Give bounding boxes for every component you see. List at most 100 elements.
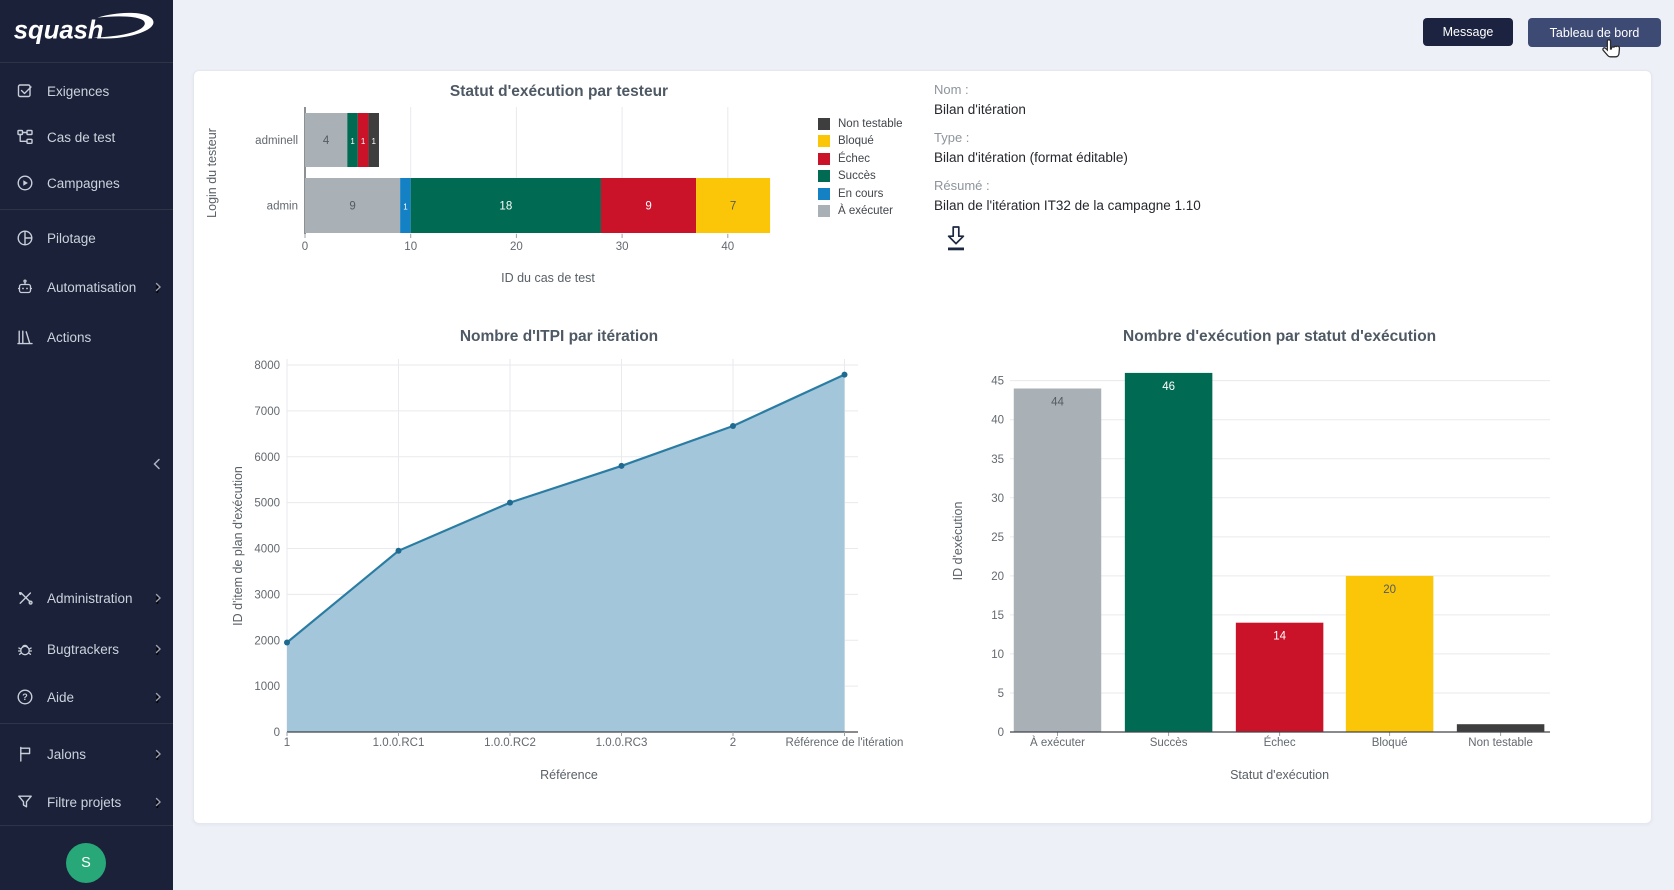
bar-segment-value: 9	[645, 201, 651, 213]
sidebar-divider	[0, 209, 173, 210]
x-axis-label: ID du cas de test	[501, 271, 595, 285]
sidebar-item-pilotage[interactable]: Pilotage	[0, 225, 173, 251]
user-avatar[interactable]: S	[66, 843, 106, 883]
y-tick-label: 25	[991, 532, 1004, 544]
help-icon: ?	[16, 688, 34, 706]
legend-item-succes: Succès	[818, 168, 903, 186]
sidebar-item-label: Jalons	[47, 746, 87, 762]
y-tick-label: 10	[991, 649, 1004, 661]
sidebar-item-jalons[interactable]: Jalons	[0, 741, 173, 767]
chevron-right-icon	[152, 796, 164, 808]
bar-segment-succes	[410, 178, 601, 233]
svg-text:?: ?	[22, 692, 28, 702]
sidebar-item-label: Cas de test	[47, 129, 116, 145]
logo-swoosh	[93, 12, 154, 39]
legend-swatch	[818, 152, 830, 165]
chart-legend: Non testable Bloqué Échec Succès En cours À e…	[818, 115, 903, 220]
bar-segment-en-cours	[400, 178, 411, 233]
sidebar-item-label: Pilotage	[47, 230, 96, 246]
y-tick-label: 4000	[254, 544, 280, 556]
message-button[interactable]: Message	[1423, 18, 1513, 46]
area-line	[286, 373, 845, 644]
x-tick-label: 1	[284, 737, 290, 749]
type-value: Bilan d'itération (format éditable)	[934, 150, 1128, 165]
bar-value-label: 20	[1383, 584, 1396, 596]
sidebar-item-campagnes[interactable]: Campagnes	[0, 170, 173, 196]
area-fill	[287, 374, 845, 732]
bar-non-testable	[1456, 724, 1545, 732]
chevron-right-icon	[152, 281, 164, 293]
sidebar-item-label: Administration	[47, 590, 133, 606]
chart-title: Statut d'exécution par testeur	[450, 83, 668, 100]
name-label: Nom :	[934, 82, 969, 97]
dashboard-button[interactable]: Tableau de bord	[1528, 18, 1661, 47]
sidebar-collapse-button[interactable]	[145, 452, 169, 476]
x-tick-label: À exécuter	[1030, 736, 1085, 749]
bar-succes	[1124, 372, 1213, 732]
legend-swatch	[818, 170, 830, 183]
sidebar-item-label: Actions	[47, 329, 92, 345]
name-value: Bilan d'itération	[934, 102, 1026, 117]
bar-segment-non-testable	[368, 113, 379, 167]
legend-item-echec: Échec	[818, 150, 903, 168]
sidebar: squash S Exigences Cas de test Campagnes Pi…	[0, 0, 173, 890]
bar-segment-value: 7	[730, 201, 736, 213]
bar-segment-a-executer	[305, 178, 401, 233]
y-tick-label: 45	[991, 376, 1004, 388]
legend-item-en-cours: En cours	[818, 185, 903, 203]
squash-logo[interactable]: squash	[10, 9, 160, 49]
actions-icon	[16, 328, 34, 346]
y-tick-label: 15	[991, 610, 1004, 622]
administration-icon	[16, 589, 34, 607]
bugtracker-icon	[16, 640, 34, 658]
legend-swatch	[818, 117, 830, 130]
bar-a-executer	[1013, 388, 1102, 732]
sidebar-item-exigences[interactable]: Exigences	[0, 78, 173, 104]
y-axis-label: Login du testeur	[205, 128, 219, 218]
y-tick-label: 30	[991, 493, 1004, 505]
y-tick-label: 5000	[254, 498, 280, 510]
sidebar-item-automatisation[interactable]: Automatisation	[0, 274, 173, 300]
y-tick-label: 20	[991, 571, 1004, 583]
x-tick-label: 40	[721, 241, 734, 253]
y-axis-label: ID d'exécution	[951, 502, 965, 581]
bar-segment-echec	[600, 178, 697, 233]
chevron-left-icon	[153, 458, 160, 470]
legend-swatch	[818, 187, 830, 200]
sidebar-divider	[0, 825, 173, 826]
download-report-button[interactable]	[942, 225, 970, 255]
x-tick-label: 10	[404, 241, 417, 253]
sidebar-item-actions[interactable]: Actions	[0, 324, 173, 350]
y-category-label: admin	[267, 201, 298, 213]
dashboard-card: 0 10 20 30 40 4 1 1 1 adminell 9 1 18 9 7 admin Statut d…	[193, 70, 1652, 824]
project-filter-icon	[16, 793, 34, 811]
sidebar-divider	[0, 723, 173, 724]
executions-by-status-chart: 0 5 10 15 20 25 30 35 40 45 44 À exécuter 46 Succès 14…	[951, 328, 1550, 782]
bar-bloque	[1345, 575, 1434, 732]
data-point	[507, 499, 513, 506]
chevron-right-icon	[152, 748, 164, 760]
report-details-panel: Nom : Bilan d'itération Type : Bilan d'i…	[934, 82, 1394, 226]
x-tick-label: 1.0.0.RC3	[596, 737, 648, 749]
bar-echec	[1235, 622, 1324, 732]
sidebar-item-label: Exigences	[47, 83, 110, 99]
legend-label: Échec	[838, 152, 870, 165]
sidebar-item-aide[interactable]: ? Aide	[0, 684, 173, 710]
x-tick-label: Référence de l'itération	[786, 737, 904, 749]
test-cases-icon	[16, 128, 34, 146]
bar-segment-a-executer	[305, 113, 348, 167]
sidebar-item-filtre-projets[interactable]: Filtre projets	[0, 789, 173, 815]
x-tick-label: 20	[510, 241, 523, 253]
sidebar-item-administration[interactable]: Administration	[0, 585, 173, 611]
chart-title: Nombre d'exécution par statut d'exécutio…	[1123, 328, 1436, 345]
chevron-right-icon	[152, 592, 164, 604]
bar-segment-value: 1	[361, 137, 366, 146]
sidebar-item-cas-de-test[interactable]: Cas de test	[0, 124, 173, 150]
sidebar-item-bugtrackers[interactable]: Bugtrackers	[0, 636, 173, 662]
requirements-icon	[16, 82, 34, 100]
sidebar-item-label: Filtre projets	[47, 794, 122, 810]
y-tick-label: 2000	[254, 635, 280, 647]
y-tick-label: 8000	[254, 360, 280, 372]
y-tick-label: 6000	[254, 452, 280, 464]
